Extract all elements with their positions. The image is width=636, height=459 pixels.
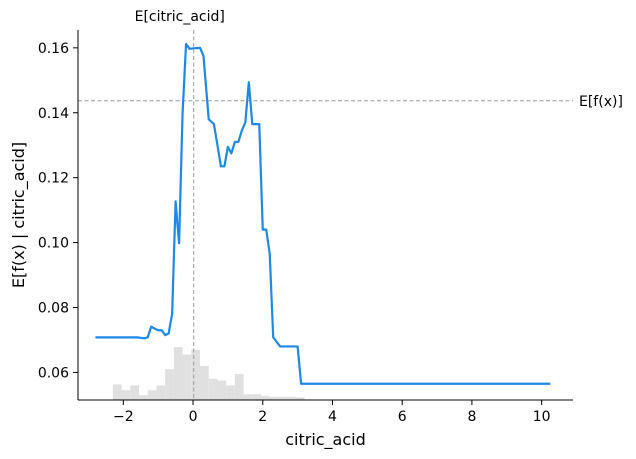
x-tick-label: 4 [328,409,337,425]
x-ticks: −2 0 2 4 6 8 10 [113,400,551,425]
reference-lines-layer [78,30,573,400]
y-tick-label: 0.16 [38,41,69,57]
histogram-bar [252,394,262,400]
y-tick-label: 0.12 [38,171,69,187]
histogram-bar [130,385,140,400]
histogram-bar [217,380,227,400]
expected-x-label: E[citric_acid] [135,9,225,25]
histogram-bar [243,394,253,400]
x-axis-label: citric_acid [285,430,366,450]
histogram-bar [269,396,279,400]
y-tick-label: 0.14 [38,106,69,122]
histogram-bar [121,390,131,400]
x-tick-label: −2 [113,409,134,425]
histogram-bar [139,395,148,400]
x-tick-label: 0 [189,409,198,425]
expected-y-label: E[f(x)] [579,94,623,110]
histogram-bar [112,384,122,400]
histogram-bar [173,347,183,400]
histogram-bar [261,395,270,400]
histogram-bar [165,369,174,400]
histogram-bar [287,396,296,400]
x-tick-label: 6 [398,409,407,425]
x-tick-label: 2 [258,409,267,425]
histogram-bar [226,385,235,400]
histogram-bar [208,378,218,400]
histogram-bar [234,374,244,400]
x-tick-label: 10 [533,409,551,425]
line-layer [95,42,551,385]
dependence-line [95,42,551,385]
histogram-bar [278,396,288,400]
histogram-bar [147,390,157,400]
y-axis-label: E[f(x) | citric_acid] [9,142,29,288]
y-tick-label: 0.06 [38,365,69,381]
y-tick-label: 0.08 [38,301,69,317]
x-tick-label: 8 [467,409,476,425]
y-ticks: 0.06 0.08 0.10 0.12 0.14 0.16 [38,41,78,381]
histogram-layer [112,347,305,400]
histogram-bar [191,349,201,400]
histogram-bar [182,354,192,400]
histogram-bar [200,365,209,400]
histogram-bar [295,397,305,400]
histogram-bar [156,385,166,400]
y-tick-label: 0.10 [38,236,69,252]
axes-layer [77,30,573,401]
